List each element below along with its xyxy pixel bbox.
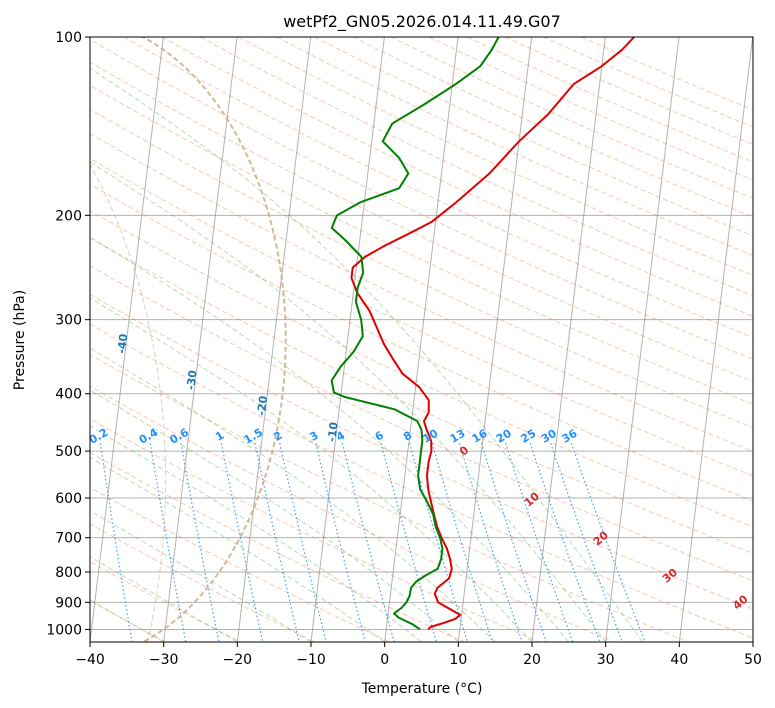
dry-adiabat <box>90 84 753 405</box>
x-tick-label: −10 <box>296 652 326 668</box>
y-tick-label: 200 <box>55 208 82 224</box>
moist-adiabat <box>90 297 533 642</box>
dry-adiabat <box>90 418 540 642</box>
isotherm-label: -40 <box>115 333 130 355</box>
dry-adiabat <box>90 323 753 639</box>
moist-adiabat <box>90 347 496 642</box>
dry-adiabat <box>505 37 753 145</box>
y-tick-label: 800 <box>55 565 82 581</box>
moist-adiabat <box>90 161 607 642</box>
dry-adiabat <box>390 37 753 199</box>
mixing-ratio-line <box>570 443 646 642</box>
x-tick-label: 30 <box>597 652 615 668</box>
dry-adiabat <box>90 38 753 360</box>
dry-adiabat <box>90 486 390 642</box>
mixing-ratio-line <box>408 443 469 642</box>
mixing-ratio-line <box>99 443 133 642</box>
isotherm-line <box>531 37 606 642</box>
y-tick-label: 100 <box>55 30 82 46</box>
mixing-ratio-line <box>480 443 547 642</box>
x-tick-label: −30 <box>149 652 179 668</box>
plot-frame <box>89 36 754 643</box>
dry-adiabat <box>90 61 753 383</box>
y-tick-label: 1000 <box>46 622 82 638</box>
dry-adiabat <box>90 385 614 642</box>
x-tick-label: 0 <box>380 652 389 668</box>
dry-adiabat <box>238 37 753 276</box>
x-axis-label: Temperature (°C) <box>361 681 483 697</box>
temperature-profile-line <box>350 37 635 631</box>
mixing-ratio-line <box>149 443 187 642</box>
dry-adiabat <box>90 265 753 582</box>
dry-adiabat <box>428 37 753 181</box>
isotherm-line <box>457 37 533 642</box>
isotherm-line <box>384 37 459 642</box>
mixing-ratio-line <box>458 443 523 642</box>
dewpoint-profile-line <box>330 37 500 631</box>
y-tick-label: 300 <box>55 313 82 329</box>
isotherm-line <box>90 37 164 642</box>
dry-adiabat <box>90 354 689 642</box>
dry-adiabat <box>90 183 753 502</box>
dry-adiabat <box>90 523 315 642</box>
isotherm-line <box>236 37 312 642</box>
thetae-curve <box>140 37 287 642</box>
x-tick-label: −40 <box>75 652 105 668</box>
isotherm-label: -20 <box>255 395 270 417</box>
dry-adiabat <box>200 37 753 297</box>
chart-title: wetPf2_GN05.2026.014.11.49.G07 <box>283 12 561 32</box>
isotherm-line <box>605 37 680 642</box>
moist-adiabat <box>90 67 643 642</box>
x-tick-label: 50 <box>744 652 762 668</box>
dry-adiabat <box>90 210 753 528</box>
mixing-ratio-line <box>180 443 220 642</box>
isotherm-line <box>163 37 238 642</box>
moist-adiabat <box>90 236 570 642</box>
dry-adiabat <box>90 293 753 610</box>
y-tick-label: 500 <box>55 444 82 460</box>
dry-adiabat <box>90 451 465 642</box>
y-tick-label: 400 <box>55 387 82 403</box>
moist-adiabat <box>90 456 385 642</box>
y-tick-label: 600 <box>55 491 82 507</box>
isotherm-label: -30 <box>184 369 199 391</box>
x-tick-label: −20 <box>223 652 253 668</box>
x-tick-label: 10 <box>449 652 467 668</box>
x-tick-label: 20 <box>523 652 541 668</box>
dry-adiabat <box>90 132 753 452</box>
moist-adiabat <box>90 599 164 642</box>
dry-adiabat <box>123 37 753 339</box>
dry-adiabat <box>161 37 753 317</box>
isotherm-line <box>310 37 385 642</box>
dry-adiabat <box>90 108 753 429</box>
moist-adiabat <box>90 425 422 642</box>
dry-adiabat <box>467 37 753 163</box>
mixing-ratio-line <box>505 443 574 642</box>
x-tick-label: 40 <box>670 652 688 668</box>
mixing-ratio-line <box>550 443 623 642</box>
y-tick-label: 700 <box>55 531 82 547</box>
y-axis-label: Pressure (hPa) <box>12 290 28 390</box>
mixing-ratio-line <box>431 443 493 642</box>
dry-adiabat <box>276 37 753 256</box>
mixing-ratio-line <box>220 443 264 642</box>
isotherm-line <box>678 37 753 642</box>
y-tick-label: 900 <box>55 595 82 611</box>
mixing-ratio-line <box>529 443 601 642</box>
dry-adiabat <box>352 37 753 218</box>
isotherm-label: -10 <box>325 421 340 443</box>
